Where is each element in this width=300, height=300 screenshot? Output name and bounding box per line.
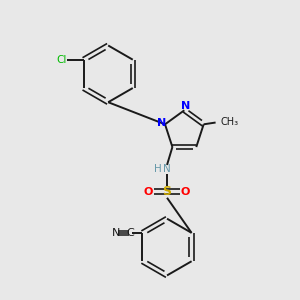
Text: Cl: Cl: [56, 55, 66, 65]
Text: C: C: [126, 228, 134, 238]
Text: N: N: [157, 118, 166, 128]
Text: S: S: [163, 185, 172, 198]
Text: H: H: [154, 164, 162, 174]
Text: N: N: [163, 164, 171, 174]
Text: CH₃: CH₃: [220, 117, 238, 127]
Text: N: N: [112, 228, 121, 238]
Text: O: O: [144, 187, 153, 197]
Text: O: O: [181, 187, 190, 197]
Text: N: N: [181, 101, 190, 111]
